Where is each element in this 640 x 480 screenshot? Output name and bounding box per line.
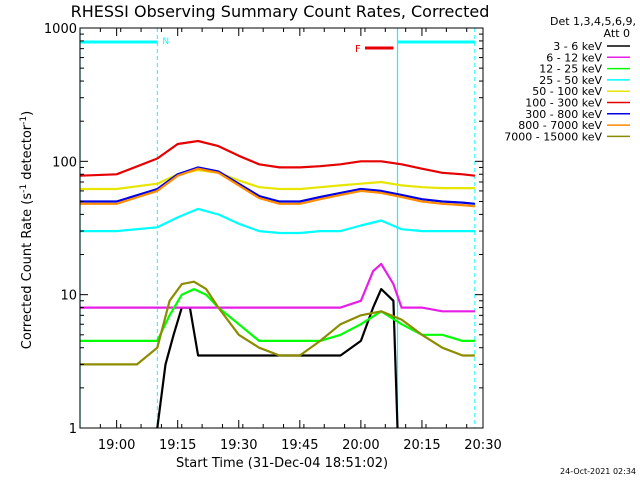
chart-title: RHESSI Observing Summary Count Rates, Co… [71,2,490,21]
legend-label: 100 - 300 keV [525,97,602,110]
x-tick-label: 20:15 [403,438,440,453]
night-label: N [162,37,169,47]
legend-label: 7000 - 15000 keV [504,130,602,143]
x-tick-label: 19:45 [281,438,318,453]
legend-label: 25 - 50 keV [539,74,602,87]
x-tick-label: 19:15 [159,438,196,453]
legend-label: 12 - 25 keV [539,63,602,76]
legend-header-line1: Det 1,3,4,5,6,9, [550,15,636,28]
y-tick-label: 1000 [44,22,77,37]
y-axis-label: Corrected Count Rate (s-1 detector-1) [19,111,35,349]
series-line-2 [80,288,475,342]
series-line-6 [80,166,476,205]
y-axis-label-part: ) [20,111,35,116]
y-axis-label-sup: -1 [19,184,29,193]
series-line-1 [80,262,475,313]
legend-label: 300 - 800 keV [525,108,602,121]
legend-label: 3 - 6 keV [553,40,602,53]
series-layer [79,139,476,429]
series-line-3 [80,207,475,235]
series-line-8 [80,280,475,366]
plot-frame [79,27,484,429]
y-tick-label: 1 [69,422,77,437]
series-line-7 [80,167,476,208]
legend-label: 6 - 12 keV [546,51,602,64]
x-tick-label: 19:30 [220,438,257,453]
flare-label: F [355,44,361,55]
x-tick-label: 20:00 [342,438,379,453]
y-tick-label: 10 [60,289,77,304]
x-axis-label: Start Time (31-Dec-04 18:51:02) [176,456,388,471]
y-axis-label-sup: -1 [19,116,29,125]
footer-timestamp: 24-Oct-2021 02:34 [560,467,636,476]
legend-header-line2: Att 0 [604,27,630,40]
x-tick-label: 20:30 [464,438,501,453]
tick-layer: 19:00 19:15 19:30 19:45 20:00 20:15 20:30 1 10 10… [44,22,502,453]
series-line-0 [156,288,399,429]
y-tick-label: 100 [52,155,77,170]
legend-label: 800 - 7000 keV [518,119,602,132]
y-axis-label-part: Corrected Count Rate (s [20,193,35,350]
series-line-5 [79,139,476,177]
y-axis-label-part: detector [20,124,35,184]
legend-label: 50 - 100 keV [532,85,602,98]
x-tick-label: 19:00 [98,438,135,453]
